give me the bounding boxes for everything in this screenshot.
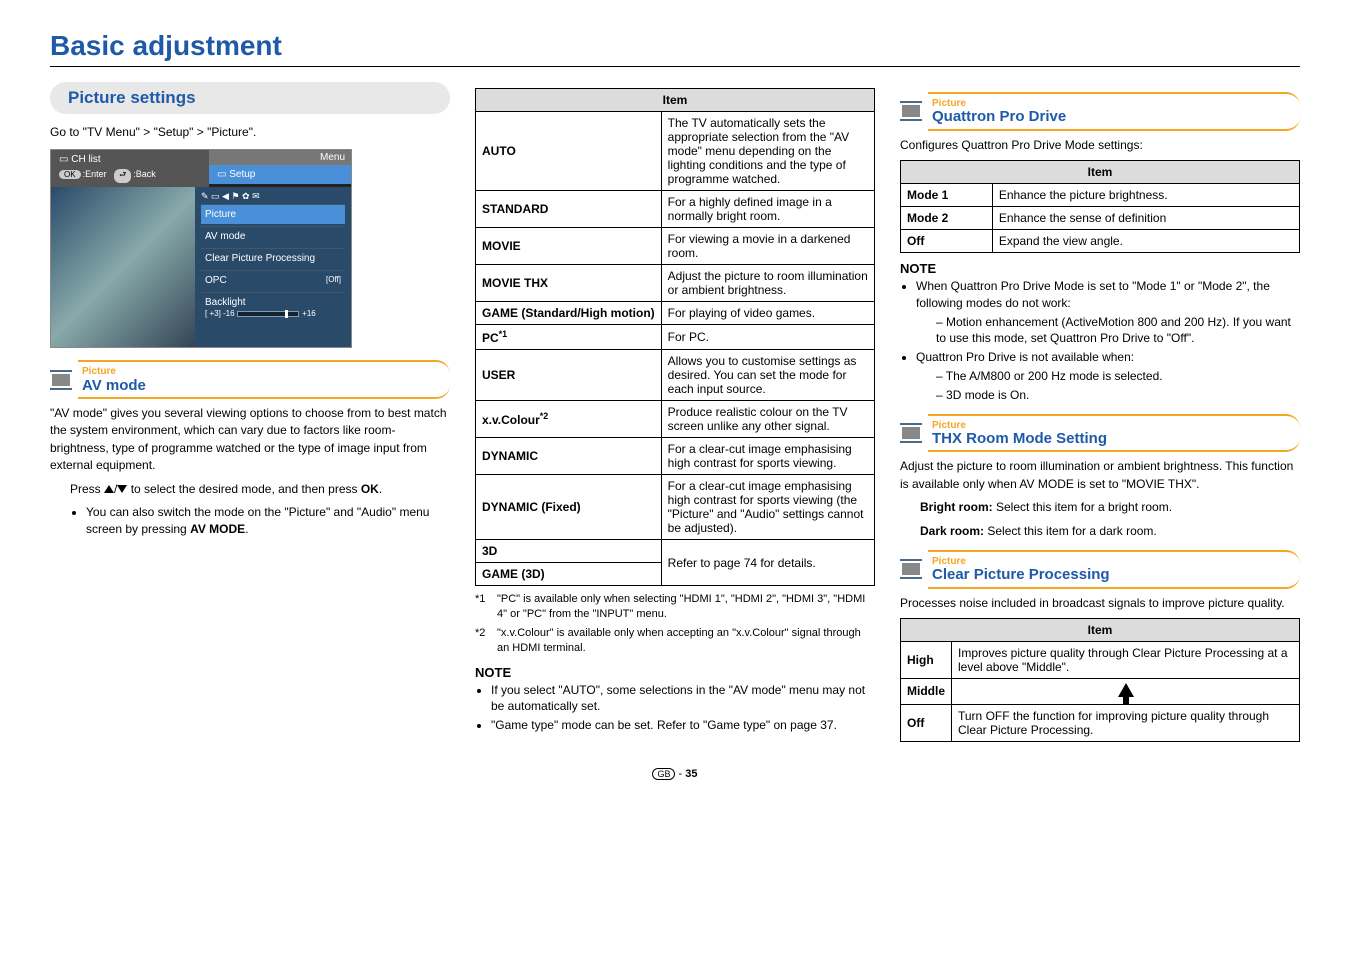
page-footer: GB - 35 [50, 768, 1300, 780]
note-bullet: Quattron Pro Drive is not available when… [916, 349, 1300, 403]
table-row: HighImproves picture quality through Cle… [901, 641, 1300, 678]
cpp-para: Processes noise included in broadcast si… [900, 595, 1300, 612]
table-row: PC*1For PC. [476, 325, 875, 350]
avmode-subhead: Picture AV mode [50, 360, 450, 399]
picture-settings-header: Picture settings [50, 82, 450, 114]
tv-row-backlight: Backlight [ +3] -16 +16 [201, 292, 345, 323]
ret-pill: ⮐ [114, 169, 131, 183]
quattron-table: Item Mode 1Enhance the picture brightnes… [900, 160, 1300, 253]
quattron-intro: Configures Quattron Pro Drive Mode setti… [900, 137, 1300, 154]
table-row: OffExpand the view angle. [901, 230, 1300, 253]
screen-icon [50, 370, 72, 390]
tv-row-opc: OPC [Off] [201, 270, 345, 290]
thx-para: Adjust the picture to room illumination … [900, 458, 1300, 493]
tv-side-panel: ✎ ▭ ◀ ⚑ ✿ ✉ Picture AV mode Clear Pictur… [195, 187, 351, 347]
screen-icon [900, 423, 922, 443]
tv-row-cpp: Clear Picture Processing [201, 248, 345, 268]
table-row: AUTOThe TV automatically sets the approp… [476, 112, 875, 191]
note-dash: The A/M800 or 200 Hz mode is selected. [936, 368, 1300, 385]
note-bullet: "Game type" mode can be set. Refer to "G… [491, 717, 875, 734]
tv-row-picture: Picture [201, 204, 345, 224]
table-row: Middle [901, 678, 1300, 704]
tv-preview-image [51, 187, 195, 347]
ok-pill: OK [59, 170, 81, 179]
enter-label: :Enter [83, 169, 107, 179]
tv-row-avmode: AV mode [201, 226, 345, 246]
region-badge: GB [652, 768, 675, 780]
footnote-1: **11"PC" is available only when selectin… [475, 592, 875, 623]
tv-menu-mock: ▭ CH list OK:Enter ⮐:Back Menu ▭ Setup ✎… [50, 149, 352, 348]
table-row: DYNAMICFor a clear-cut image emphasising… [476, 438, 875, 475]
content-columns: Picture settings Go to "TV Menu" > "Setu… [50, 82, 1300, 748]
table-row: USERAllows you to customise settings as … [476, 350, 875, 401]
column-2: Item AUTOThe TV automatically sets the a… [475, 82, 875, 748]
up-icon [104, 485, 114, 493]
arrow-up-icon [1118, 683, 1134, 697]
note-bullet: If you select "AUTO", some selections in… [491, 682, 875, 716]
table-row: 3DRefer to page 74 for details. [476, 540, 875, 563]
table-row: MOVIEFor viewing a movie in a darkened r… [476, 228, 875, 265]
cpp-subhead: Picture Clear Picture Processing [900, 550, 1300, 589]
thx-subhead: Picture THX Room Mode Setting [900, 414, 1300, 453]
note-dash: Motion enhancement (ActiveMotion 800 and… [936, 314, 1300, 348]
avmode-para: "AV mode" gives you several viewing opti… [50, 405, 450, 475]
tv-chlist: ▭ CH list [59, 154, 101, 165]
table-row: Mode 2Enhance the sense of definition [901, 207, 1300, 230]
table-row: GAME (Standard/High motion)For playing o… [476, 302, 875, 325]
cpp-table: Item HighImproves picture quality throug… [900, 618, 1300, 742]
quattron-note-heading: NOTE [900, 261, 1300, 276]
note-dash: 3D mode is On. [936, 387, 1300, 404]
down-icon [117, 485, 127, 493]
table-row: Mode 1Enhance the picture brightness. [901, 184, 1300, 207]
title-rule [50, 66, 1300, 67]
tv-menu-label: Menu [209, 150, 351, 165]
avmode-step: Press / to select the desired mode, and … [70, 481, 450, 498]
table-row: OffTurn OFF the function for improving p… [901, 704, 1300, 741]
avmode-table: Item AUTOThe TV automatically sets the a… [475, 88, 875, 586]
table-row: STANDARDFor a highly defined image in a … [476, 191, 875, 228]
table-row: DYNAMIC (Fixed)For a clear-cut image emp… [476, 475, 875, 540]
note-heading: NOTE [475, 665, 875, 680]
quattron-subhead: Picture Quattron Pro Drive [900, 92, 1300, 131]
thx-bright: Bright room: Select this item for a brig… [920, 499, 1300, 516]
footnote-2: **22"x.v.Colour" is available only when … [475, 626, 875, 657]
goto-path: Go to "TV Menu" > "Setup" > "Picture". [50, 124, 450, 141]
page-number: 35 [685, 768, 697, 780]
table-row: MOVIE THXAdjust the picture to room illu… [476, 265, 875, 302]
note-bullet: When Quattron Pro Drive Mode is set to "… [916, 278, 1300, 347]
avmode-table-header: Item [476, 89, 875, 112]
avmode-bullet: You can also switch the mode on the "Pic… [86, 504, 450, 538]
thx-dark: Dark room: Select this item for a dark r… [920, 523, 1300, 540]
avmode-name: AV mode [82, 377, 146, 394]
column-1: Picture settings Go to "TV Menu" > "Setu… [50, 82, 450, 748]
column-3: Picture Quattron Pro Drive Configures Qu… [900, 82, 1300, 748]
back-label: :Back [133, 169, 156, 179]
tv-setup-label: ▭ Setup [209, 165, 351, 184]
screen-icon [900, 559, 922, 579]
page-title: Basic adjustment [50, 30, 1300, 62]
table-row: x.v.Colour*2Produce realistic colour on … [476, 401, 875, 438]
screen-icon [900, 101, 922, 121]
